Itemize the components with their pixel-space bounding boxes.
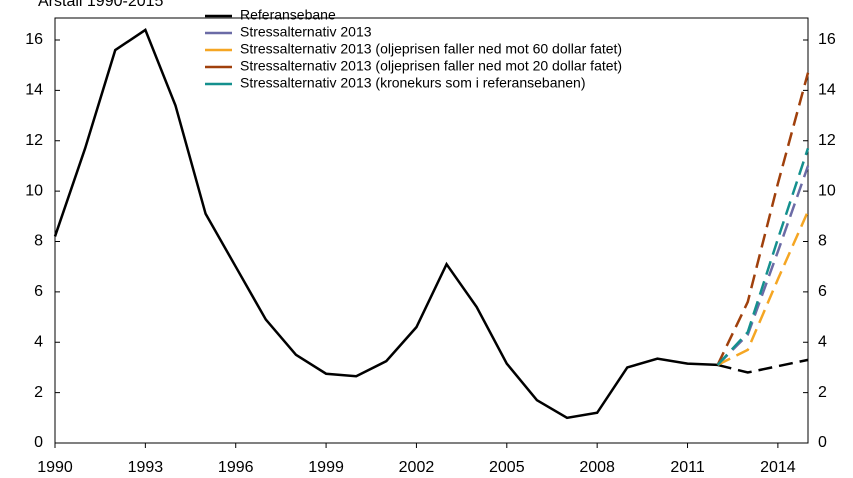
y-tick-label: 10 [25, 182, 43, 199]
x-tick-label: 2008 [579, 459, 615, 476]
y2-tick-label: 14 [818, 82, 836, 99]
line-series-dashed [716, 147, 810, 366]
y2-tick-label: 10 [818, 182, 836, 199]
plot-frame [54, 17, 809, 444]
legend-label: Referansebane [240, 7, 336, 23]
chart-subtitle: Årstall 1990-2015 [38, 0, 164, 10]
legend-label: Stressalternativ 2013 (kronekurs som i r… [240, 75, 586, 91]
x-tick-label: 1990 [37, 459, 73, 476]
x-tick-label: 1999 [308, 459, 344, 476]
y-tick-label: 8 [34, 233, 43, 250]
x-tick-label: 2014 [760, 459, 796, 476]
x-tick-label: 2005 [489, 459, 525, 476]
legend-label: Stressalternativ 2013 (oljeprisen faller… [240, 41, 622, 57]
y2-tick-label: 16 [818, 31, 836, 48]
y-tick-label: 2 [34, 384, 43, 401]
y-tick-label: 0 [34, 434, 43, 451]
y2-tick-label: 8 [818, 233, 827, 250]
legend-label: Stressalternativ 2013 [240, 24, 372, 40]
y-tick-label: 14 [25, 82, 43, 99]
y-tick-label: 6 [34, 283, 43, 300]
line-series-dashed [716, 72, 810, 366]
y2-tick-label: 0 [818, 434, 827, 451]
y2-tick-label: 12 [818, 132, 836, 149]
line-series-dashed [717, 210, 810, 367]
y2-tick-label: 2 [818, 384, 827, 401]
y-tick-label: 16 [25, 31, 43, 48]
x-tick-label: 1993 [128, 459, 164, 476]
x-tick-label: 1996 [218, 459, 254, 476]
legend-label: Stressalternativ 2013 (oljeprisen faller… [240, 58, 622, 74]
y-tick-label: 4 [34, 333, 43, 350]
line-series [53, 28, 718, 420]
y2-tick-label: 4 [818, 333, 827, 350]
line-series-dashed [717, 358, 809, 374]
x-tick-label: 2002 [399, 459, 435, 476]
y-tick-label: 12 [25, 132, 43, 149]
y2-tick-label: 6 [818, 283, 827, 300]
x-tick-label: 2011 [670, 459, 705, 476]
